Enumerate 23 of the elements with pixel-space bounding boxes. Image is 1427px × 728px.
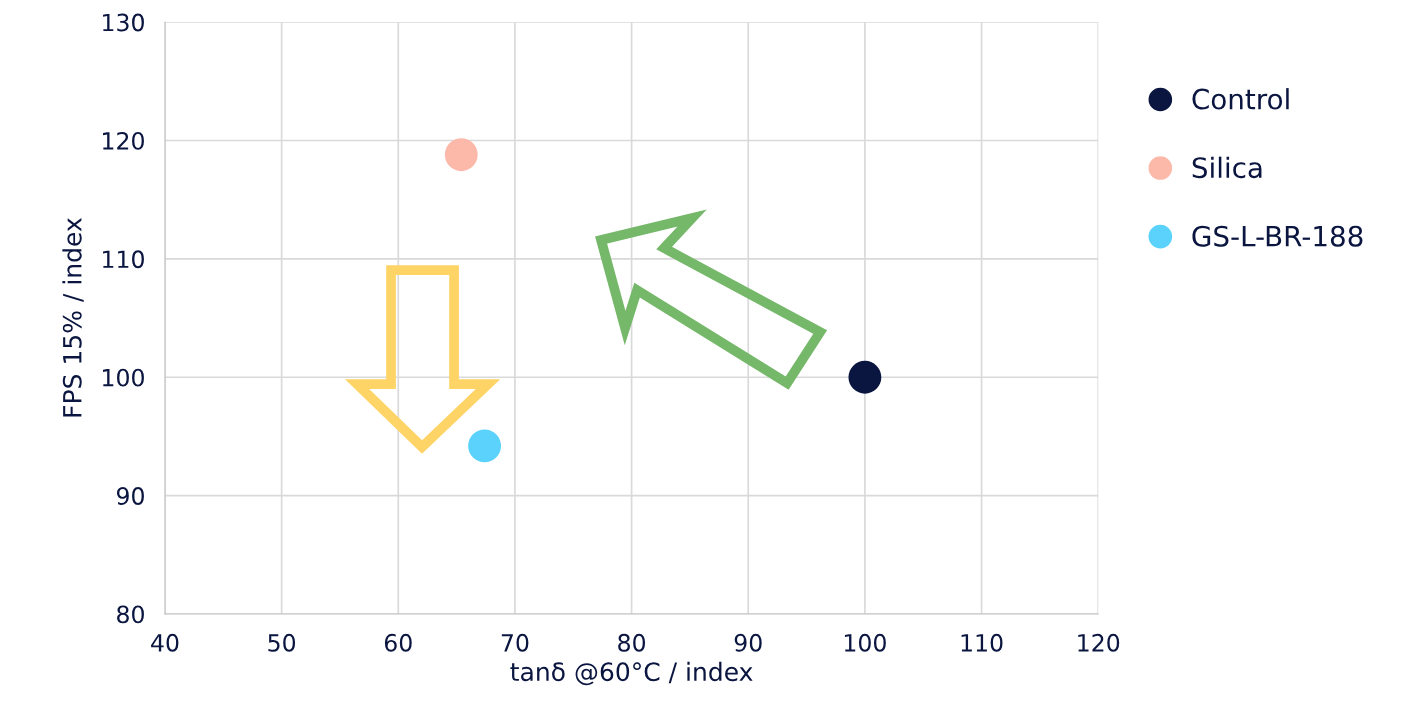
legend-label: Control xyxy=(1192,88,1289,110)
y-tick-label: 90 xyxy=(116,487,144,505)
y-tick-label: 100 xyxy=(103,368,144,387)
x-tick-label: 110 xyxy=(961,633,1003,652)
x-tick-label: 50 xyxy=(268,633,296,652)
y-tick-label: 130 xyxy=(103,13,144,32)
y-tick-label: 120 xyxy=(103,131,144,150)
legend-label: GS-L-BR-188 xyxy=(1192,225,1363,247)
x-tick-label: 100 xyxy=(844,633,886,652)
x-tick-label: 90 xyxy=(734,633,762,652)
x-tick-label: 60 xyxy=(384,633,412,652)
point xyxy=(444,138,478,172)
x-tick-label: 80 xyxy=(618,633,646,652)
legend-label: Silica xyxy=(1192,156,1262,179)
x-tick-label: 40 xyxy=(151,633,179,652)
y-tick-label: 80 xyxy=(117,605,144,624)
point xyxy=(848,360,882,394)
x-axis-title: tanδ @60°C / index xyxy=(510,661,753,686)
point xyxy=(468,429,502,463)
x-tick-label: 70 xyxy=(501,633,529,652)
y-tick-label: 110 xyxy=(103,250,144,269)
x-tick-label: 120 xyxy=(1078,633,1120,652)
y-axis-title: FPS 15% / index xyxy=(62,218,84,417)
